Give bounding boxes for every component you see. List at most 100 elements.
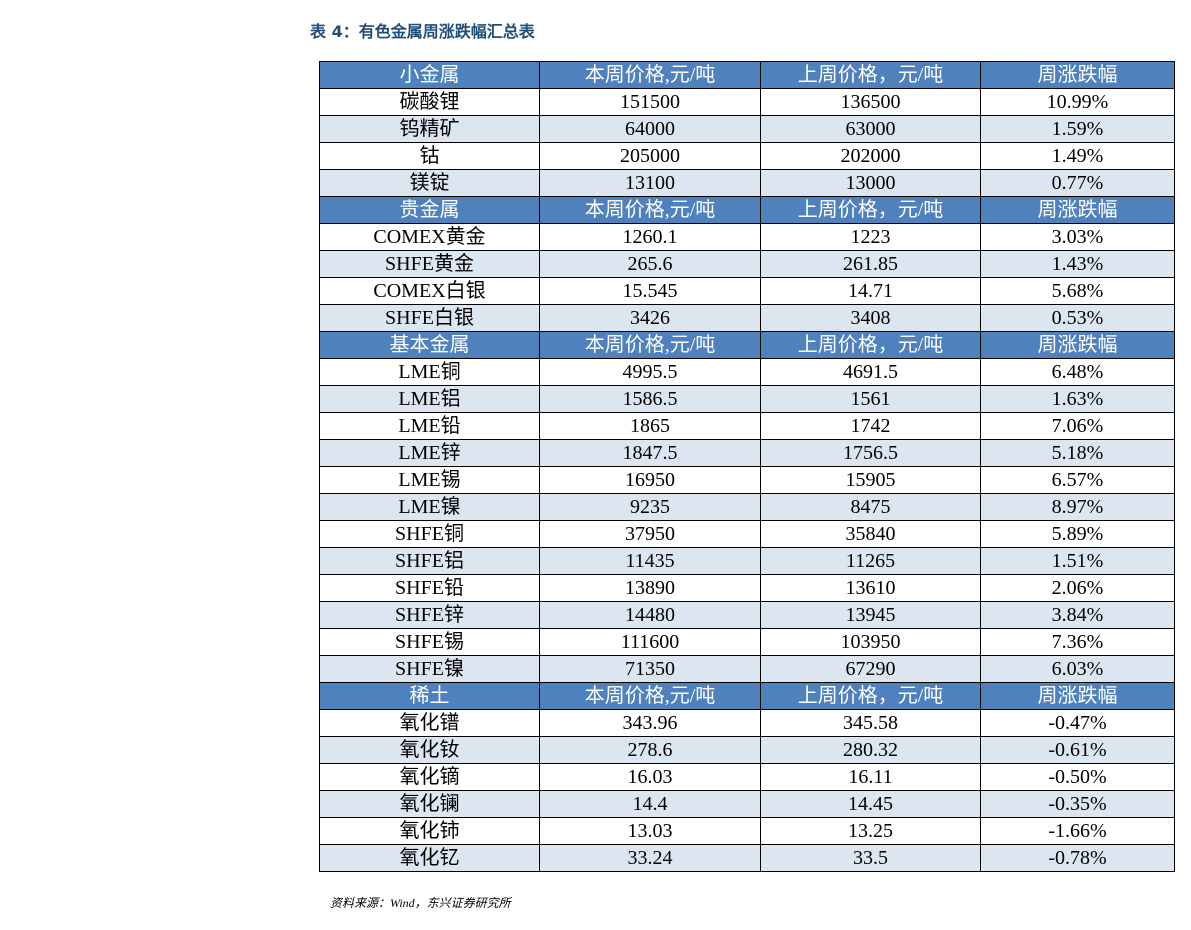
cell: 本周价格,元/吨 <box>539 61 761 89</box>
price-table: 小金属 本周价格,元/吨 上周价格，元/吨 周涨跌幅 碳酸锂 151500 136500 10… <box>319 61 1175 872</box>
cell: 13610 <box>760 574 981 602</box>
cell: 上周价格，元/吨 <box>760 196 981 224</box>
cell: LME镍 <box>319 493 540 521</box>
cell: -0.35% <box>980 790 1175 818</box>
cell: 7.06% <box>980 412 1175 440</box>
cell: -0.47% <box>980 709 1175 737</box>
cell: 1.59% <box>980 115 1175 143</box>
cell: 1586.5 <box>539 385 761 413</box>
cell: 14.45 <box>760 790 981 818</box>
cell: 6.03% <box>980 655 1175 683</box>
cell: 上周价格，元/吨 <box>760 682 981 710</box>
cell: 4995.5 <box>539 358 761 386</box>
cell: 基本金属 <box>319 331 540 359</box>
cell: 13890 <box>539 574 761 602</box>
cell: LME铝 <box>319 385 540 413</box>
cell: 氧化铈 <box>319 817 540 845</box>
cell: 13945 <box>760 601 981 629</box>
data-row: 氧化钇 33.24 33.5 -0.78% <box>319 844 1175 872</box>
section-header: 小金属 本周价格,元/吨 上周价格，元/吨 周涨跌幅 <box>319 61 1175 89</box>
cell: 16950 <box>539 466 761 494</box>
cell: 13.25 <box>760 817 981 845</box>
cell: LME铜 <box>319 358 540 386</box>
cell: 103950 <box>760 628 981 656</box>
cell: 151500 <box>539 88 761 116</box>
cell: 7.36% <box>980 628 1175 656</box>
cell: 氧化镨 <box>319 709 540 737</box>
cell: 136500 <box>760 88 981 116</box>
cell: 6.57% <box>980 466 1175 494</box>
cell: 0.53% <box>980 304 1175 332</box>
data-row: SHFE锡 111600 103950 7.36% <box>319 628 1175 656</box>
cell: 3408 <box>760 304 981 332</box>
cell: 本周价格,元/吨 <box>539 331 761 359</box>
cell: SHFE铝 <box>319 547 540 575</box>
source-note: 资料来源：Wind，东兴证券研究所 <box>330 896 511 910</box>
cell: 周涨跌幅 <box>980 331 1175 359</box>
cell: 63000 <box>760 115 981 143</box>
cell: 265.6 <box>539 250 761 278</box>
cell: 0.77% <box>980 169 1175 197</box>
cell: 3426 <box>539 304 761 332</box>
cell: 5.68% <box>980 277 1175 305</box>
cell: 1561 <box>760 385 981 413</box>
cell: 周涨跌幅 <box>980 196 1175 224</box>
cell: SHFE黄金 <box>319 250 540 278</box>
cell: 1742 <box>760 412 981 440</box>
cell: SHFE铜 <box>319 520 540 548</box>
data-row: 氧化镧 14.4 14.45 -0.35% <box>319 790 1175 818</box>
data-row: 氧化钕 278.6 280.32 -0.61% <box>319 736 1175 764</box>
cell: 67290 <box>760 655 981 683</box>
cell: 6.48% <box>980 358 1175 386</box>
cell: 上周价格，元/吨 <box>760 331 981 359</box>
data-row: LME锌 1847.5 1756.5 5.18% <box>319 439 1175 467</box>
cell: 14.71 <box>760 277 981 305</box>
cell: 镁锭 <box>319 169 540 197</box>
cell: 碳酸锂 <box>319 88 540 116</box>
cell: 278.6 <box>539 736 761 764</box>
cell: 3.84% <box>980 601 1175 629</box>
cell: 16.11 <box>760 763 981 791</box>
data-row: LME铅 1865 1742 7.06% <box>319 412 1175 440</box>
cell: 1223 <box>760 223 981 251</box>
data-row: SHFE铜 37950 35840 5.89% <box>319 520 1175 548</box>
cell: LME铅 <box>319 412 540 440</box>
data-row: SHFE镍 71350 67290 6.03% <box>319 655 1175 683</box>
data-row: 碳酸锂 151500 136500 10.99% <box>319 88 1175 116</box>
cell: -1.66% <box>980 817 1175 845</box>
cell: 本周价格,元/吨 <box>539 682 761 710</box>
cell: LME锡 <box>319 466 540 494</box>
cell: 345.58 <box>760 709 981 737</box>
cell: 钴 <box>319 142 540 170</box>
cell: 氧化镧 <box>319 790 540 818</box>
cell: 钨精矿 <box>319 115 540 143</box>
cell: 1.43% <box>980 250 1175 278</box>
cell: 本周价格,元/吨 <box>539 196 761 224</box>
cell: 64000 <box>539 115 761 143</box>
cell: 202000 <box>760 142 981 170</box>
cell: 37950 <box>539 520 761 548</box>
cell: 35840 <box>760 520 981 548</box>
cell: 14.4 <box>539 790 761 818</box>
cell: 2.06% <box>980 574 1175 602</box>
cell: 氧化钕 <box>319 736 540 764</box>
cell: 1.63% <box>980 385 1175 413</box>
cell: 10.99% <box>980 88 1175 116</box>
cell: -0.61% <box>980 736 1175 764</box>
cell: 13.03 <box>539 817 761 845</box>
cell: 261.85 <box>760 250 981 278</box>
cell: 15.545 <box>539 277 761 305</box>
cell: SHFE锌 <box>319 601 540 629</box>
cell: 周涨跌幅 <box>980 682 1175 710</box>
cell: 1.51% <box>980 547 1175 575</box>
data-row: COMEX白银 15.545 14.71 5.68% <box>319 277 1175 305</box>
cell: 上周价格，元/吨 <box>760 61 981 89</box>
cell: 周涨跌幅 <box>980 61 1175 89</box>
cell: 16.03 <box>539 763 761 791</box>
cell: 1260.1 <box>539 223 761 251</box>
cell: 8475 <box>760 493 981 521</box>
cell: 33.5 <box>760 844 981 872</box>
cell: SHFE镍 <box>319 655 540 683</box>
data-row: 氧化镝 16.03 16.11 -0.50% <box>319 763 1175 791</box>
